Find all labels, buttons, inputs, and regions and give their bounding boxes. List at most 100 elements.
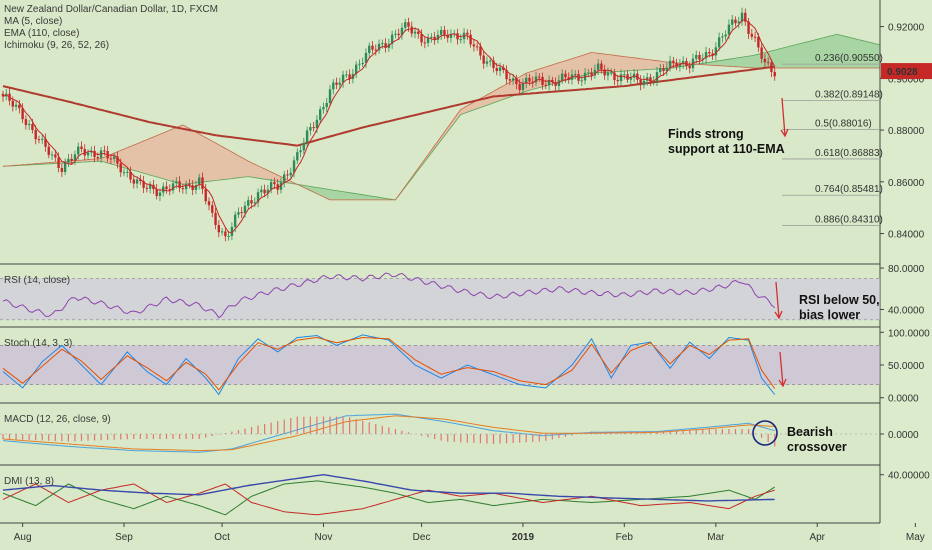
candle-down <box>479 46 482 56</box>
candle-up <box>459 39 462 41</box>
candle-down <box>348 74 351 79</box>
candle-down <box>273 182 276 185</box>
candle-down <box>224 231 227 237</box>
candle-down <box>188 183 191 186</box>
time-tick-label: Aug <box>14 532 32 543</box>
candle-up <box>381 43 384 45</box>
candle-down <box>37 139 41 141</box>
price-axis <box>880 0 932 550</box>
candle-down <box>34 130 37 140</box>
candle-down <box>214 212 217 226</box>
chart-title: New Zealand Dollar/Canadian Dollar, 1D, … <box>4 4 218 15</box>
candle-up <box>364 52 368 63</box>
red-arrow-head <box>774 310 783 320</box>
candle-up <box>227 235 230 237</box>
candle-down <box>544 84 548 86</box>
candle-up <box>426 37 430 44</box>
candle-down <box>31 124 34 131</box>
candle-down <box>397 33 400 36</box>
candle-down <box>109 158 113 160</box>
candle-down <box>492 60 495 69</box>
red-arrow <box>775 281 780 319</box>
bullish-cloud <box>699 34 880 68</box>
candle-up <box>587 72 590 74</box>
time-tick-label: Sep <box>115 532 133 543</box>
candle-down <box>626 74 629 80</box>
candle-down <box>312 127 315 129</box>
indicator-line <box>2 272 776 319</box>
candle-down <box>495 68 498 71</box>
candle-down <box>57 157 60 168</box>
candle-down <box>688 66 691 69</box>
time-tick-label: Mar <box>707 532 725 543</box>
fib-label: 0.618(0.86883) <box>815 148 883 159</box>
candle-up <box>292 160 296 173</box>
annotation-text: support at 110-EMA <box>668 142 785 156</box>
candle-up <box>73 154 77 161</box>
candle-down <box>446 34 449 38</box>
candle-down <box>417 31 420 35</box>
candle-up <box>220 231 224 233</box>
candle-down <box>639 79 642 86</box>
stoch-title: Stoch (14, 3, 3) <box>4 338 72 349</box>
candle-up <box>354 64 358 74</box>
candle-down <box>410 26 413 34</box>
candle-down <box>603 69 606 76</box>
indicator-tick-label: 40.00000 <box>888 471 930 482</box>
candle-up <box>341 74 345 83</box>
candle-down <box>734 19 737 24</box>
candle-up <box>721 36 724 38</box>
time-tick-label: May <box>906 532 925 543</box>
candle-down <box>371 45 374 50</box>
time-tick-label: 2019 <box>512 532 535 543</box>
candle-up <box>305 130 309 143</box>
candle-up <box>302 142 306 151</box>
candle-down <box>515 78 518 85</box>
candle-down <box>472 44 476 47</box>
candle-down <box>407 22 410 27</box>
candle-down <box>649 77 652 82</box>
candle-down <box>83 149 86 156</box>
candle-down <box>18 104 21 109</box>
indicator-tick-label: 0.0000 <box>888 394 919 405</box>
candle-down <box>384 43 387 48</box>
indicator-line <box>2 473 775 502</box>
candle-up <box>619 74 623 82</box>
candle-up <box>610 72 613 74</box>
candle-down <box>505 69 508 80</box>
candle-down <box>423 42 427 44</box>
red-arrow-head <box>780 128 789 138</box>
candle-up <box>67 158 70 163</box>
fibonacci-levels: 0.236(0.90550) 0.382(0.89148) 0.5(0.88016)… <box>782 53 883 226</box>
candle-down <box>250 200 253 204</box>
ema-110-line <box>2 65 775 147</box>
dmi-title: DMI (13, 8) <box>4 476 54 487</box>
candle-up <box>315 119 319 129</box>
candle-up <box>14 104 18 107</box>
candle-down <box>531 81 534 83</box>
indicator-line <box>2 415 775 452</box>
candle-up <box>345 74 348 76</box>
candle-down <box>551 79 554 83</box>
candle-up <box>534 76 538 83</box>
candle-down <box>168 189 171 191</box>
candle-up <box>358 63 361 65</box>
indicator-tick-label: 0.0000 <box>888 430 919 441</box>
candle-down <box>286 174 289 176</box>
macd-pane: 0.0000 <box>0 413 919 453</box>
candle-up <box>194 185 198 191</box>
candle-up <box>498 67 502 71</box>
candle-up <box>41 138 44 140</box>
candle-up <box>731 19 734 25</box>
candle-down <box>662 68 665 72</box>
fib-label: 0.764(0.85481) <box>815 184 883 195</box>
candle-down <box>564 73 567 78</box>
candle-down <box>600 63 603 70</box>
indicator-tick-label: 100.0000 <box>888 328 930 339</box>
candle-up <box>50 154 54 156</box>
candle-down <box>204 189 207 202</box>
candle-up <box>449 34 453 38</box>
macd-title: MACD (12, 26, close, 9) <box>4 414 111 425</box>
